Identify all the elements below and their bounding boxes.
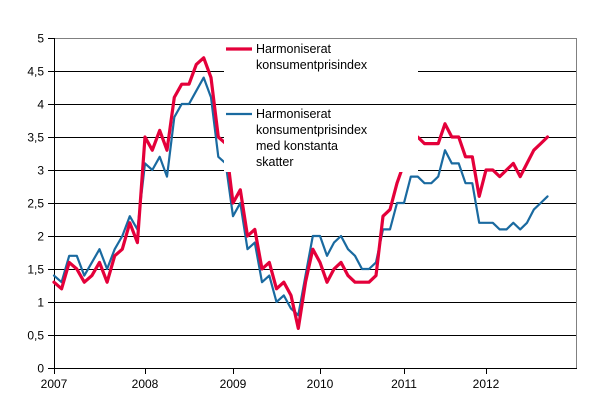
y-tick-label: 5 [37, 32, 44, 46]
legend-label: Harmoniserat [256, 42, 332, 56]
legend-background [224, 41, 418, 75]
legend-item-hicp: Harmoniserat konsumentprisindex [224, 41, 418, 75]
x-tick-label: 2009 [220, 377, 247, 391]
y-tick-label: 3 [37, 164, 44, 178]
legend-label: Harmoniserat [256, 107, 332, 121]
legend-label: med konstanta [256, 139, 338, 153]
legend-label: konsumentprisindex [256, 58, 368, 72]
axes: 0 0,5 1 1,5 2 2,5 3 3,5 4 4,5 5 2007 2008 2009 2010 201… [27, 32, 577, 391]
y-tick-label: 2,5 [27, 197, 44, 211]
x-tick-label: 2008 [132, 377, 159, 391]
y-tick-label: 2 [37, 230, 44, 244]
y-tick-label: 1,5 [27, 263, 44, 277]
legend-item-hicp-constant-tax: Harmoniserat konsumentprisindex med konsta… [224, 106, 418, 172]
x-tick-label: 2007 [41, 377, 68, 391]
y-tick-label: 4,5 [27, 65, 44, 79]
x-tick-label: 2011 [391, 377, 417, 391]
y-tick-label: 3,5 [27, 131, 44, 145]
y-tick-label: 4 [37, 98, 44, 112]
legend-label: skatter [256, 155, 294, 169]
y-tick-label: 0 [37, 362, 44, 376]
y-tick-label: 1 [37, 296, 44, 310]
x-tick-label: 2012 [473, 377, 500, 391]
legend-background [224, 106, 418, 172]
series-hicp-line [52, 56, 550, 330]
legend: HarmoniseratkonsumentprisindexHarmoniser… [224, 41, 418, 172]
x-tick-label: 2010 [307, 377, 334, 391]
legend-label: konsumentprisindex [256, 123, 368, 137]
y-tick-label: 0,5 [27, 329, 44, 343]
series-lines [52, 56, 550, 330]
